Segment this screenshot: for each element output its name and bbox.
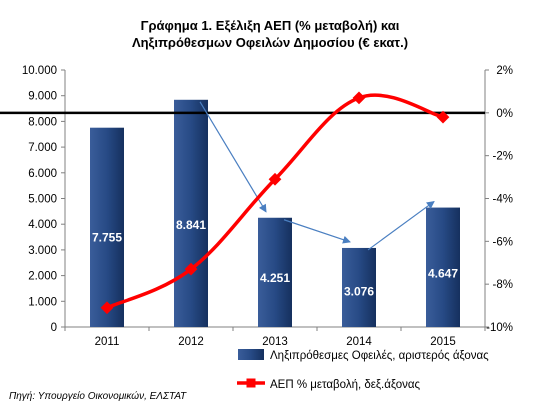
legend-bar-label: Ληξιπρόθεσμες Οφειλές, αριστερός άξονας [270, 350, 489, 362]
chart-title-line-2: Ληξιπρόθεσμων Οφειλών Δημοσίου (€ εκατ.) [132, 35, 408, 50]
trend-arrow [367, 200, 435, 251]
left-axis-tick-label: 3.000 [28, 245, 57, 257]
x-axis-tick-label: 2013 [262, 336, 288, 348]
left-axis-tick-label: 2.000 [28, 271, 57, 283]
bar-data-label: 4.647 [428, 266, 458, 280]
left-axis-tick-label: 7.000 [28, 142, 57, 154]
right-axis-tick-label: -6% [493, 236, 513, 248]
legend-line-label: ΑΕΠ % μεταβολή, δεξ.άξονας [270, 379, 421, 391]
right-axis-tick-label: -2% [493, 151, 513, 163]
bar-2015 [426, 207, 460, 327]
right-axis-tick-label: -8% [493, 279, 513, 291]
left-axis-tick-label: 0 [51, 322, 57, 334]
left-axis-tick-label: 9.000 [28, 91, 57, 103]
right-axis-tick-label: 0% [496, 108, 513, 120]
x-axis-tick-label: 2012 [178, 336, 204, 348]
bar-2013 [258, 217, 292, 327]
trend-arrow [199, 101, 267, 213]
x-axis-tick-label: 2015 [430, 336, 456, 348]
left-axis-tick-label: 10.000 [22, 65, 57, 77]
gdp-point-2015 [436, 110, 450, 124]
left-axis-tick-label: 6.000 [28, 168, 57, 180]
chart-title-line-1: Γράφημα 1. Εξέλιξη ΑΕΠ (% μεταβολή) και [141, 18, 400, 33]
bar-data-label: 3.076 [344, 284, 374, 298]
left-axis-tick-label: 4.000 [28, 219, 57, 231]
source-note: Πηγή: Υπουργείο Οικονομικών, ΕΛΣΤΑΤ [9, 390, 187, 402]
gdp-point-2012 [184, 262, 198, 276]
right-axis-tick-label: 2% [496, 65, 513, 77]
trend-arrow [283, 219, 351, 244]
left-axis-tick-label: 5.000 [28, 194, 57, 206]
legend-line-marker [246, 378, 256, 388]
right-axis-tick-label: -10% [486, 322, 513, 334]
legend-bar-swatch [238, 349, 264, 360]
bar-data-label: 4.251 [260, 271, 290, 285]
gdp-point-2011 [100, 301, 114, 315]
bar-2011 [90, 127, 124, 327]
bar-2012 [174, 99, 208, 327]
x-axis-tick-label: 2011 [95, 336, 120, 348]
bar-data-label: 8.841 [176, 218, 206, 232]
gdp-point-2014 [352, 91, 366, 105]
right-axis-tick-label: -4% [493, 194, 513, 206]
x-axis-tick-label: 2014 [346, 336, 372, 348]
left-axis-tick-label: 1.000 [28, 296, 57, 308]
plot-area: 0 1.000 2.000 3.000 4.000 5.000 6.000 7.000 8.00… [0, 65, 513, 348]
bar-data-label: 7.755 [92, 230, 122, 244]
bar-2014 [342, 247, 376, 327]
left-axis-tick-label: 8.000 [28, 116, 57, 128]
legend: Ληξιπρόθεσμες Οφειλές, αριστερός άξονας Α… [237, 349, 489, 391]
gdp-point-2013 [268, 172, 282, 186]
